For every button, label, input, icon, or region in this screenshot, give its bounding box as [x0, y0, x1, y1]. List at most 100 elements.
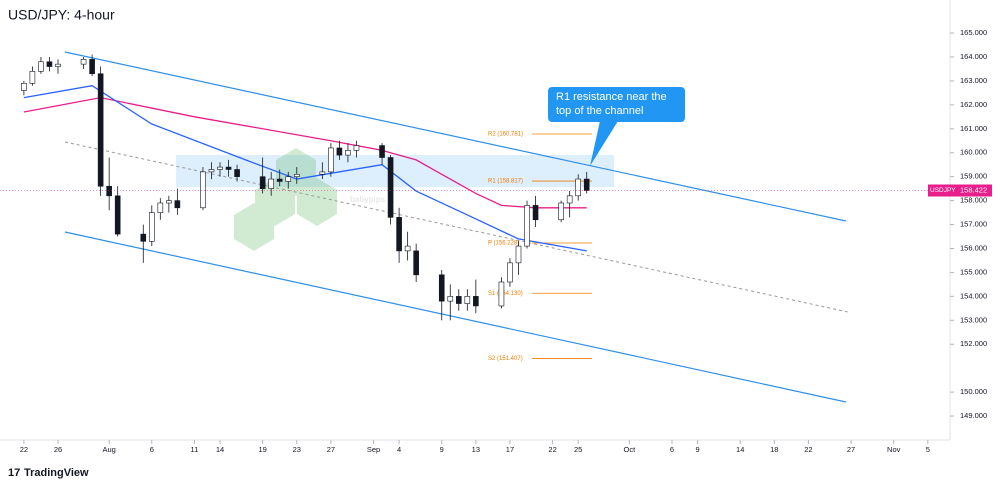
candle-body: [345, 150, 351, 156]
candle-body: [46, 61, 53, 67]
x-tick-label: 22: [804, 445, 812, 454]
candle-body: [387, 157, 394, 218]
callout-box: [548, 87, 685, 122]
x-tick-label: 14: [736, 445, 744, 454]
candle-body: [157, 202, 164, 213]
y-tick-label: 158.000: [960, 196, 987, 205]
candle-body: [21, 83, 27, 91]
x-tick-label: Nov: [887, 445, 901, 454]
y-tick-label: 150.000: [960, 387, 987, 396]
x-tick-label: 11: [191, 445, 199, 454]
y-tick-label: 165.000: [960, 28, 987, 37]
candle-body: [532, 205, 539, 221]
x-tick-label: Oct: [624, 445, 637, 454]
pivot-label: R2 (160.781): [488, 132, 523, 138]
x-tick-label: 9: [440, 445, 444, 454]
candle-body: [234, 169, 240, 177]
candle-body: [276, 178, 283, 182]
candle-body: [225, 166, 232, 170]
candle-body: [447, 296, 454, 302]
channel-upper: [64, 51, 847, 222]
y-tick-label: 159.000: [960, 172, 987, 181]
callout-text: R1 resistance near the: [556, 91, 667, 103]
pivot-label: S1 (154.130): [488, 291, 523, 297]
candle-body: [319, 171, 326, 175]
x-tick-label: 6: [150, 445, 154, 454]
y-tick-label: 153.000: [960, 315, 987, 324]
plot: R2 (160.781) R1 (158.817) P (156.228) S1 (1…: [21, 54, 592, 362]
last-price-label: 158.422: [960, 185, 987, 194]
candle-body: [507, 262, 513, 283]
watermark: babypips: [350, 195, 386, 204]
candle-body: [473, 296, 479, 307]
svg-text:17: 17: [8, 467, 20, 479]
x-tick-label: 14: [216, 445, 224, 454]
footer-logo: 17 TradingView: [8, 467, 89, 479]
candle-body: [464, 296, 471, 304]
x-tick-label: 26: [54, 445, 62, 454]
footer: TradingView: [24, 467, 89, 479]
candle-body: [97, 73, 104, 187]
candle-body: [455, 296, 462, 304]
symbol-label: USDJPY: [930, 187, 956, 194]
channel-mid: [64, 141, 849, 313]
x-tick-label: 5: [926, 445, 930, 454]
channel-lower: [64, 231, 847, 403]
pivot-label: R1 (158.817): [488, 179, 523, 185]
y-tick-label: 157.000: [960, 220, 987, 229]
pivot-label: P (156.228): [488, 241, 519, 247]
candle-body: [379, 145, 385, 158]
candle-body: [293, 173, 300, 177]
symbol-box: [928, 184, 956, 197]
x-tick-label: 18: [770, 445, 778, 454]
candle-body: [438, 274, 445, 302]
candle-body: [285, 176, 292, 182]
x-tick-label: 6: [670, 445, 674, 454]
candle-body: [29, 71, 36, 84]
candle-body: [80, 59, 87, 65]
candle-body: [498, 281, 505, 307]
y-tick-label: 154.000: [960, 291, 987, 300]
y-tick-label: 161.000: [960, 124, 987, 133]
candle-body: [515, 245, 522, 264]
x-tick-label: 19: [258, 445, 266, 454]
x-tick-label: 27: [847, 445, 855, 454]
y-tick-label: 164.000: [960, 52, 987, 61]
price-box: [956, 184, 992, 197]
candle-body: [174, 200, 181, 209]
x-tick-label: 23: [293, 445, 301, 454]
candle-body: [106, 185, 112, 197]
candle-body: [89, 59, 95, 75]
moving-average: [23, 85, 587, 252]
y-tick-label: 149.000: [960, 411, 987, 420]
candle-body: [148, 212, 155, 242]
pivot-label: S2 (151.407): [488, 356, 523, 362]
candle-body: [208, 169, 215, 173]
candle-body: [524, 205, 530, 247]
candle-body: [558, 202, 564, 221]
x-tick-label: Aug: [102, 445, 115, 454]
candle-body: [336, 147, 343, 156]
candle-body: [259, 176, 266, 189]
x-tick-label: 25: [574, 445, 582, 454]
x-tick-label: 22: [20, 445, 28, 454]
candle-body: [575, 178, 581, 197]
callout-pointer: [590, 121, 618, 166]
candle-body: [268, 178, 274, 189]
x-tick-label: 13: [472, 445, 480, 454]
moving-average: [23, 97, 587, 209]
candle-body: [396, 217, 402, 252]
highlight-zone: [176, 155, 614, 187]
y-tick-label: 155.000: [960, 267, 987, 276]
candle-body: [200, 171, 206, 209]
candle-body: [217, 166, 223, 170]
candle-body: [404, 245, 411, 252]
watermark-logo: [234, 148, 337, 251]
candle-body: [328, 147, 334, 173]
y-tick-label: 156.000: [960, 243, 987, 252]
chart-title: USD/JPY: 4-hour: [8, 7, 115, 23]
x-tick-label: 4: [397, 445, 401, 454]
candle-body: [166, 200, 172, 204]
candle-body: [413, 250, 419, 276]
